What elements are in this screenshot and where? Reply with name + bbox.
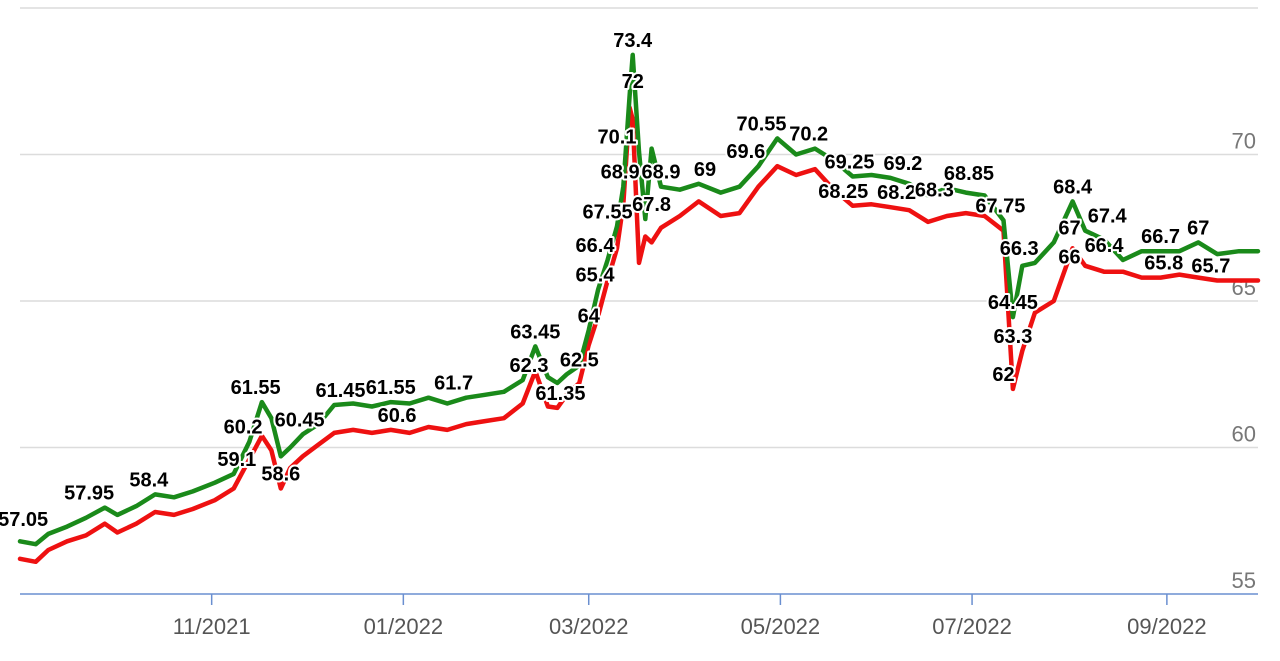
data-label-66: 66 [1058,247,1080,269]
data-label-68.4: 68.4 [1053,176,1093,198]
x-tick-label-09/2022: 09/2022 [1127,614,1207,639]
data-label-67.55: 67.55 [583,201,633,223]
data-label-61.35: 61.35 [535,383,585,405]
series-line-lower [17,105,1261,565]
data-label-67: 67 [1187,217,1209,239]
data-label-58.6: 58.6 [261,464,300,486]
data-label-70.55: 70.55 [737,113,787,135]
data-label-66.4: 66.4 [576,235,616,257]
data-label-73.4: 73.4 [613,30,653,52]
data-label-69.6: 69.6 [726,141,765,163]
x-tick-label-05/2022: 05/2022 [741,614,821,639]
data-label-66.4: 66.4 [1085,235,1125,257]
data-label-61.55: 61.55 [366,377,416,399]
data-label-69: 69 [694,159,716,181]
data-label-68.9: 68.9 [601,162,640,184]
data-label-59.1: 59.1 [217,449,256,471]
data-label-63.3: 63.3 [993,326,1032,348]
data-label-68.25: 68.25 [818,181,868,203]
data-label-69.2: 69.2 [883,153,922,175]
data-label-69.25: 69.25 [824,151,874,173]
data-label-62: 62 [992,364,1014,386]
data-label-67.4: 67.4 [1088,206,1128,228]
x-tick-label-01/2022: 01/2022 [364,614,444,639]
data-label-60.2: 60.2 [224,417,263,439]
data-label-61.55: 61.55 [231,377,281,399]
data-label-70.1: 70.1 [598,127,637,149]
series-lines [17,52,1261,565]
data-label-63.45: 63.45 [510,321,560,343]
x-tick-label-03/2022: 03/2022 [549,614,629,639]
data-label-72: 72 [622,71,644,93]
data-label-60.45: 60.45 [275,409,325,431]
data-label-68.85: 68.85 [944,163,994,185]
data-label-65.7: 65.7 [1191,255,1230,277]
x-tick-label-11/2021: 11/2021 [173,614,251,639]
data-label-65.4: 65.4 [576,264,616,286]
data-label-62.3: 62.3 [510,355,549,377]
data-label-61.45: 61.45 [315,380,365,402]
data-label-70.2: 70.2 [789,124,828,146]
data-label-67.8: 67.8 [632,194,671,216]
data-labels: 57.05 57.95 58.4 59.1 60.2 61.55 58.6 60.45 61.4… [0,28,1232,533]
data-label-67.75: 67.75 [975,195,1025,217]
data-label-62.5: 62.5 [560,349,599,371]
data-label-64: 64 [578,305,601,327]
x-axis: 11/2021 01/2022 03/2022 05/2022 07/2022 09/20… [20,593,1258,639]
data-label-66.3: 66.3 [1000,238,1039,260]
data-label-58.4: 58.4 [129,469,169,491]
y-tick-label-70: 70 [1232,129,1256,154]
data-label-61.7: 61.7 [434,373,473,395]
data-label-68.9: 68.9 [642,162,681,184]
x-tick-label-07/2022: 07/2022 [932,614,1012,639]
data-label-68.2: 68.2 [877,182,916,204]
data-label-57.95: 57.95 [64,483,114,505]
y-tick-label-55: 55 [1232,568,1256,593]
data-label-64.45: 64.45 [988,292,1038,314]
data-label-60.6: 60.6 [378,405,417,427]
data-label-68.3: 68.3 [915,179,954,201]
y-tick-label-60: 60 [1232,422,1256,447]
data-label-57.05: 57.05 [0,509,48,531]
series-line-upper [17,52,1261,547]
data-label-66.7: 66.7 [1141,226,1180,248]
data-label-65.8: 65.8 [1144,253,1183,275]
data-label-67: 67 [1058,217,1080,239]
